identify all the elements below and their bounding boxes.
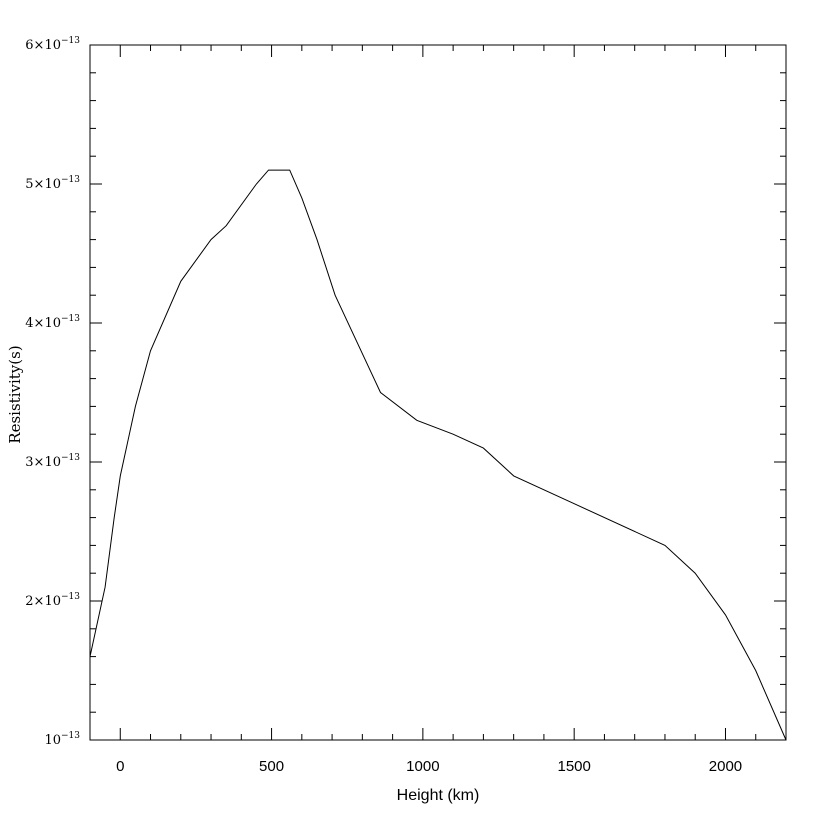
y-tick-label: 3×10−13 (25, 453, 80, 470)
x-tick-label: 1000 (406, 758, 439, 775)
x-tick-label: 0 (116, 758, 124, 775)
x-axis-label: Height (km) (397, 787, 480, 804)
x-tick-label: 1500 (557, 758, 590, 775)
plot-frame (89, 44, 787, 741)
y-tick-label: 6×10−13 (25, 36, 80, 53)
axis-ticks (89, 44, 787, 741)
y-tick-label: 4×10−13 (25, 314, 80, 331)
y-axis-label: Resistivity(s) (6, 345, 24, 443)
y-tick-label: 5×10−13 (25, 175, 80, 192)
y-tick-labels: 10−13 2×10−13 3×10−13 4×10−13 5×10−13 6×10−13 (25, 36, 80, 748)
x-tick-labels: 0 500 1000 1500 2000 (116, 758, 742, 775)
y-tick-label: 10−13 (44, 731, 80, 748)
x-tick-label: 500 (259, 758, 284, 775)
y-tick-label: 2×10−13 (25, 592, 80, 609)
x-tick-label: 2000 (709, 758, 742, 775)
series-line (89, 169, 787, 741)
